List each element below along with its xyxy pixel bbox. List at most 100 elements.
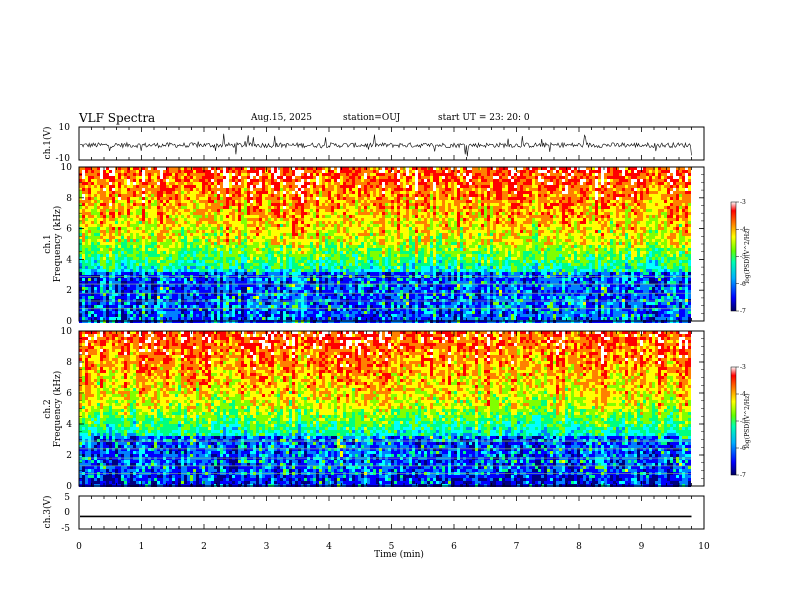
spectrogram-cell: [376, 194, 379, 197]
spectrogram-cell: [367, 176, 370, 179]
spectrogram-cell: [622, 188, 625, 191]
spectrogram-cell: [223, 173, 226, 176]
spectrogram-cell: [499, 176, 502, 179]
spectrogram-cell: [526, 179, 529, 182]
spectrogram-cell: [415, 176, 418, 179]
spectrogram-cell: [592, 188, 595, 191]
spectrogram-cell: [334, 173, 337, 176]
spectrogram-cell: [580, 182, 583, 185]
spectrogram-cell: [547, 191, 550, 194]
spectrogram-cell: [424, 191, 427, 194]
spectrogram-cell: [664, 188, 667, 191]
spectrogram-cell: [136, 185, 139, 188]
spectrogram-cell: [265, 218, 268, 221]
spectrogram-cell: [580, 200, 583, 203]
spectrogram-cell: [595, 206, 598, 209]
spectrogram-cell: [127, 209, 130, 212]
spectrogram-cell: [226, 182, 229, 185]
spectrogram-cell: [670, 170, 673, 173]
spectrogram-cell: [325, 203, 328, 206]
spectrogram-cell: [412, 215, 415, 218]
spectrogram-cell: [436, 200, 439, 203]
spectrogram-cell: [481, 197, 484, 200]
spectrogram-cell: [301, 194, 304, 197]
spectrogram-cell: [337, 191, 340, 194]
spectrogram-cell: [511, 209, 514, 212]
spectrogram-cell: [166, 215, 169, 218]
spectrogram-cell: [229, 206, 232, 209]
spectrogram-cell: [274, 182, 277, 185]
spectrogram-cell: [310, 188, 313, 191]
spectrogram-cell: [490, 188, 493, 191]
spectrogram-cell: [433, 215, 436, 218]
spectrogram-cell: [154, 170, 157, 173]
spectrogram-cell: [607, 215, 610, 218]
spectrogram-cell: [178, 206, 181, 209]
spectrogram-cell: [238, 182, 241, 185]
spectrogram-cell: [475, 176, 478, 179]
spectrogram-cell: [364, 197, 367, 200]
spectrogram-cell: [343, 185, 346, 188]
spectrogram-cell: [97, 215, 100, 218]
spectrogram-cell: [202, 194, 205, 197]
spectrogram-cell: [337, 188, 340, 191]
spectrogram-cell: [442, 215, 445, 218]
spectrogram-cell: [289, 200, 292, 203]
spectrogram-cell: [304, 197, 307, 200]
spectrogram-cell: [241, 179, 244, 182]
spectrogram-cell: [223, 215, 226, 218]
spectrogram-cell: [676, 185, 679, 188]
spectrogram-cell: [277, 218, 280, 221]
spectrogram-cell: [274, 200, 277, 203]
spectrogram-cell: [592, 182, 595, 185]
spectrogram-cell: [385, 209, 388, 212]
spectrogram-cell: [253, 173, 256, 176]
spectrogram-cell: [619, 173, 622, 176]
spectrogram-cell: [172, 185, 175, 188]
spectrogram-cell: [151, 173, 154, 176]
spectrogram-cell: [265, 191, 268, 194]
spectrogram-cell: [361, 206, 364, 209]
spectrogram-cell: [130, 179, 133, 182]
spectrogram-cell: [583, 194, 586, 197]
spectrogram-cell: [121, 209, 124, 212]
spectrogram-cell: [292, 197, 295, 200]
spectrogram-cell: [505, 182, 508, 185]
spectrogram-cell: [580, 173, 583, 176]
spectrogram-cell: [412, 206, 415, 209]
spectrogram-cell: [640, 206, 643, 209]
spectrogram-cell: [613, 179, 616, 182]
spectrogram-cell: [433, 209, 436, 212]
spectrogram-cell: [466, 173, 469, 176]
spectrogram-cell: [673, 200, 676, 203]
spectrogram-cell: [424, 182, 427, 185]
spectrogram-cell: [529, 194, 532, 197]
spectrogram-cell: [478, 206, 481, 209]
spectrogram-cell: [100, 218, 103, 221]
spectrogram-cell: [454, 176, 457, 179]
spectrogram-cell: [679, 194, 682, 197]
spectrogram-cell: [649, 209, 652, 212]
spectrogram-cell: [655, 212, 658, 215]
spectrogram-cell: [259, 185, 262, 188]
spectrogram-cell: [277, 191, 280, 194]
spectrogram-cell: [610, 209, 613, 212]
spectrogram-cell: [454, 188, 457, 191]
spectrogram-cell: [559, 179, 562, 182]
spectrogram-cell: [232, 182, 235, 185]
spectrogram-cell: [640, 191, 643, 194]
spectrogram-cell: [652, 212, 655, 215]
spectrogram-cell: [190, 191, 193, 194]
spectrogram-cell: [349, 191, 352, 194]
spectrogram-cell: [445, 209, 448, 212]
spectrogram-cell: [427, 209, 430, 212]
spectrogram-cell: [490, 185, 493, 188]
spectrogram-cell: [124, 209, 127, 212]
spectrogram-cell: [304, 209, 307, 212]
spectrogram-cell: [391, 191, 394, 194]
spectrogram-cell: [247, 206, 250, 209]
spectrogram-cell: [622, 173, 625, 176]
spectrogram-cell: [169, 173, 172, 176]
spectrogram-cell: [370, 194, 373, 197]
spectrogram-cell: [262, 215, 265, 218]
